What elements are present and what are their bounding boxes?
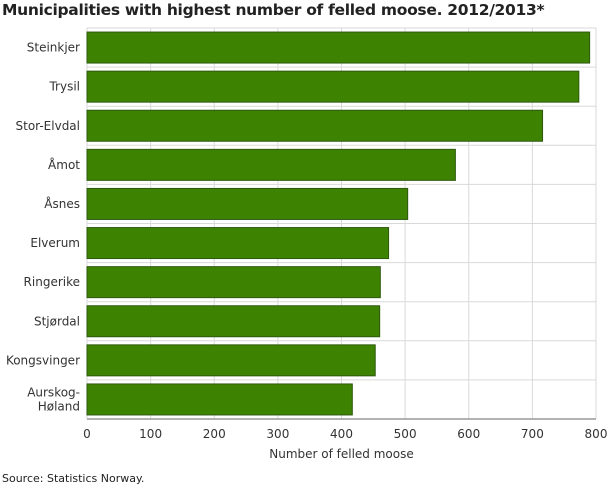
y-tick-label: Trysil <box>48 80 80 94</box>
y-tick-label: Åmot <box>48 157 80 172</box>
bar-kongsvinger <box>86 344 376 377</box>
x-tick-label: 700 <box>521 427 544 441</box>
y-tick-label: Stor-Elvdal <box>16 119 80 133</box>
x-axis-label: Number of felled moose <box>269 447 414 461</box>
bar-elverum <box>86 227 390 260</box>
bar-ringerike <box>86 266 381 299</box>
y-tick-label: Kongsvinger <box>6 353 80 367</box>
y-tick-label: Aurskog-Høland <box>27 385 80 413</box>
x-tick-label: 200 <box>203 427 226 441</box>
x-tick-label: 100 <box>139 427 162 441</box>
source-note: Source: Statistics Norway. <box>2 472 145 485</box>
bar-åmot <box>86 148 456 181</box>
x-tick-label: 300 <box>266 427 289 441</box>
x-tick-label: 800 <box>585 427 608 441</box>
chart-title: Municipalities with highest number of fe… <box>2 1 545 19</box>
x-tick-label: 400 <box>330 427 353 441</box>
x-tick-label: 600 <box>457 427 480 441</box>
bar-aurskog-høland <box>86 383 353 416</box>
x-tick-label: 500 <box>394 427 417 441</box>
y-tick-label: Elverum <box>30 236 80 250</box>
bar-stjørdal <box>86 305 381 338</box>
y-tick-label: Åsnes <box>44 196 80 211</box>
bar-steinkjer <box>86 31 591 64</box>
y-tick-label: Ringerike <box>24 275 80 289</box>
y-tick-label: Steinkjer <box>27 41 80 55</box>
y-tick-label: Stjørdal <box>34 314 80 328</box>
bar-trysil <box>86 70 580 103</box>
x-tick-label: 0 <box>83 427 91 441</box>
bar-åsnes <box>86 187 409 220</box>
bar-stor-elvdal <box>86 109 544 142</box>
